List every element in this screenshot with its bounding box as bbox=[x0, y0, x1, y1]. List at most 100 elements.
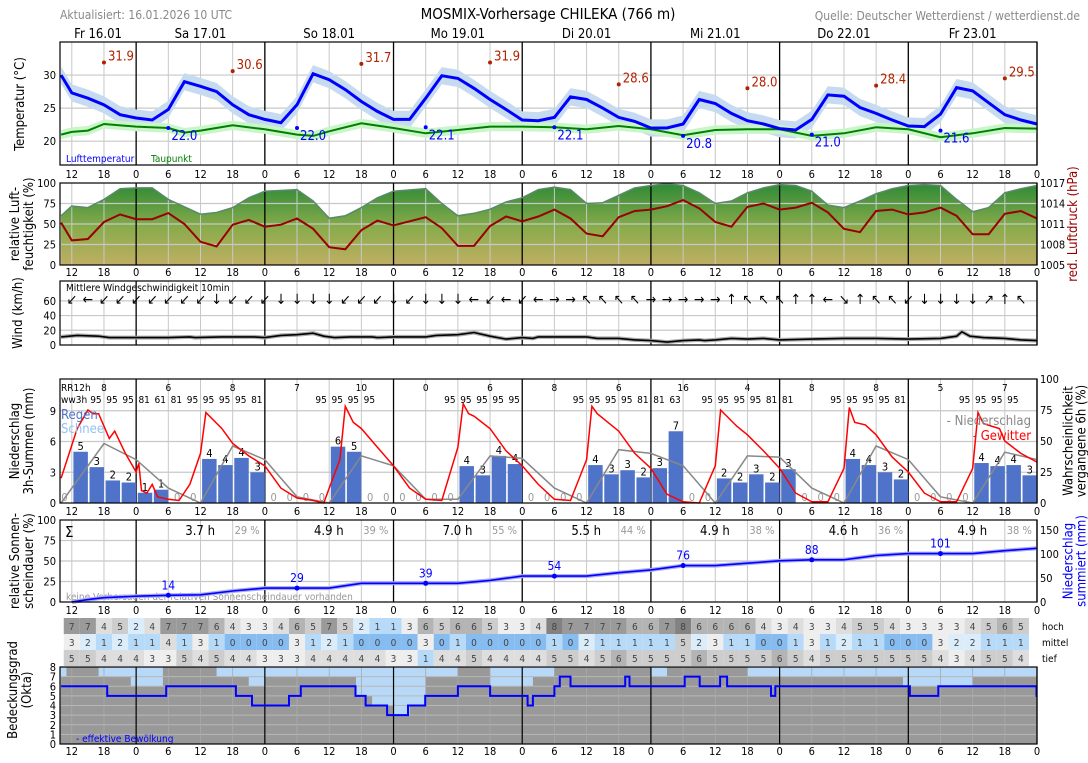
wind-direction-arrow: ↙ bbox=[243, 292, 254, 308]
cloud-layer-cell bbox=[900, 650, 917, 666]
wind-direction-arrow: ↙ bbox=[99, 292, 110, 308]
wind-direction-arrow: ↙ bbox=[485, 292, 496, 308]
hour-tick-label: 12 bbox=[966, 168, 979, 181]
cloud-layer-cell bbox=[578, 618, 595, 634]
hour-tick-label: 0 bbox=[1034, 505, 1040, 518]
hour-tick-label: 12 bbox=[838, 604, 851, 617]
cloud-layer-cell bbox=[401, 618, 418, 634]
cloud-layer-value: 4 bbox=[841, 622, 847, 633]
cloud-layer-value: 5 bbox=[857, 654, 863, 665]
hour-tick-label: 12 bbox=[452, 266, 465, 279]
rr12h-value: 6 bbox=[616, 383, 622, 394]
cloud-layer-cell bbox=[498, 634, 515, 650]
cloud-layer-value: 3 bbox=[938, 622, 944, 633]
hour-tick-label: 12 bbox=[709, 745, 722, 758]
precip-zero-label: 0 bbox=[383, 491, 389, 504]
wind-direction-arrow: ↖ bbox=[630, 292, 641, 308]
precip-bar-label: 1 bbox=[158, 478, 164, 491]
precip-axis-label-line: 3h-Summen (mm) bbox=[22, 388, 37, 495]
cloud-layer-cell bbox=[128, 650, 145, 666]
precip-bar bbox=[346, 451, 362, 503]
cloud-layer-value: 2 bbox=[117, 638, 123, 649]
hour-tick-label: 12 bbox=[323, 505, 336, 518]
wind-direction-arrow: ↙ bbox=[195, 292, 206, 308]
y-tick-label: 8 bbox=[50, 661, 56, 674]
ww3h-value: 95 bbox=[862, 395, 873, 406]
precip-bar bbox=[636, 477, 651, 503]
hour-tick-label: 0 bbox=[776, 266, 782, 279]
cloud-layer-value: 0 bbox=[905, 638, 911, 649]
day-label: Sa 17.01 bbox=[175, 27, 227, 42]
cloud-layer-cell bbox=[546, 650, 563, 666]
cloud-layer-cell bbox=[868, 634, 885, 650]
min-temp-marker bbox=[423, 125, 428, 130]
cloud-layer-cell bbox=[305, 650, 322, 666]
cloud-layer-cell bbox=[305, 634, 322, 650]
precip-zero-label: 0 bbox=[415, 491, 421, 504]
cloud-layer-cell bbox=[771, 634, 788, 650]
cloud-layer-value: 5 bbox=[922, 654, 928, 665]
cloud-layer-value: 4 bbox=[503, 654, 509, 665]
cloud-layer-value: 5 bbox=[986, 622, 992, 633]
ww3h-value: 95 bbox=[332, 395, 343, 406]
cloud-layer-value: 5 bbox=[1002, 654, 1008, 665]
y-tick-label: 25 bbox=[43, 576, 56, 589]
cloud-layer-value: 4 bbox=[101, 654, 107, 665]
cloud-layer-cell bbox=[514, 650, 531, 666]
ww3h-value: 95 bbox=[187, 395, 198, 406]
cloud-layer-value: 3 bbox=[922, 622, 928, 633]
ww3h-label: ww3h bbox=[61, 395, 87, 406]
cloud-layer-value: 1 bbox=[149, 638, 155, 649]
cloud-layer-value: 4 bbox=[326, 654, 332, 665]
max-temp-marker bbox=[1002, 76, 1007, 81]
cloud-layer-value: 7 bbox=[616, 622, 622, 633]
day-label: So 18.01 bbox=[303, 27, 355, 42]
hour-tick-label: 0 bbox=[1034, 604, 1040, 617]
max-temp-marker bbox=[101, 60, 106, 65]
cumulative-axis-label-line: summiert (mm) bbox=[1075, 515, 1088, 607]
hour-tick-label: 12 bbox=[838, 505, 851, 518]
precip-zero-label: 0 bbox=[367, 491, 373, 504]
precip-bar-label: 4 bbox=[238, 446, 244, 459]
cloud-layer-cell bbox=[192, 634, 209, 650]
cloud-layer-value: 5 bbox=[600, 654, 606, 665]
ww3h-value: 95 bbox=[959, 395, 970, 406]
hour-tick-label: 18 bbox=[741, 604, 754, 617]
daily-sunshine-percent: 55 % bbox=[492, 524, 517, 537]
cloud-layer-cell bbox=[852, 634, 869, 650]
cloud-layer-cell bbox=[932, 650, 949, 666]
cloud-layer-value: 5 bbox=[182, 654, 188, 665]
hour-tick-label: 12 bbox=[580, 604, 593, 617]
rr12h-value: 6 bbox=[487, 383, 493, 394]
cumulative-marker bbox=[551, 573, 557, 579]
cloud-layer-value: 4 bbox=[117, 654, 123, 665]
hour-tick-label: 12 bbox=[323, 168, 336, 181]
cloud-layer-value: 4 bbox=[535, 622, 541, 633]
precip-zero-label: 0 bbox=[946, 491, 952, 504]
cloud-layer-value: 0 bbox=[761, 638, 767, 649]
cloud-layer-value: 6 bbox=[712, 622, 718, 633]
hour-tick-label: 0 bbox=[262, 168, 268, 181]
ww3h-value: 95 bbox=[364, 395, 375, 406]
cloud-layer-value: 5 bbox=[69, 654, 75, 665]
precip-zero-label: 0 bbox=[576, 491, 582, 504]
cumulative-label: 101 bbox=[930, 537, 951, 551]
hour-tick-label: 6 bbox=[294, 505, 300, 518]
cloud-layer-value: 3 bbox=[954, 654, 960, 665]
cloud-layer-cell bbox=[691, 650, 708, 666]
hour-tick-label: 18 bbox=[98, 168, 111, 181]
hour-tick-label: 0 bbox=[648, 505, 654, 518]
cloud-layer-cell bbox=[980, 650, 997, 666]
wind-direction-arrow: ↑ bbox=[790, 292, 801, 308]
cloud-layer-value: 7 bbox=[600, 622, 606, 633]
cloud-layer-cell bbox=[128, 618, 145, 634]
cloud-layer-cell bbox=[128, 634, 145, 650]
cloud-layer-cell bbox=[369, 634, 386, 650]
cloud-layer-value: 5 bbox=[471, 654, 477, 665]
cumulative-marker bbox=[680, 563, 686, 569]
hour-tick-label: 6 bbox=[165, 168, 171, 181]
precip-bar-label: 5 bbox=[77, 440, 83, 453]
hour-tick-label: 6 bbox=[937, 505, 943, 518]
cloud-layer-value: 1 bbox=[133, 638, 139, 649]
y-tick-label: 20 bbox=[43, 324, 56, 337]
